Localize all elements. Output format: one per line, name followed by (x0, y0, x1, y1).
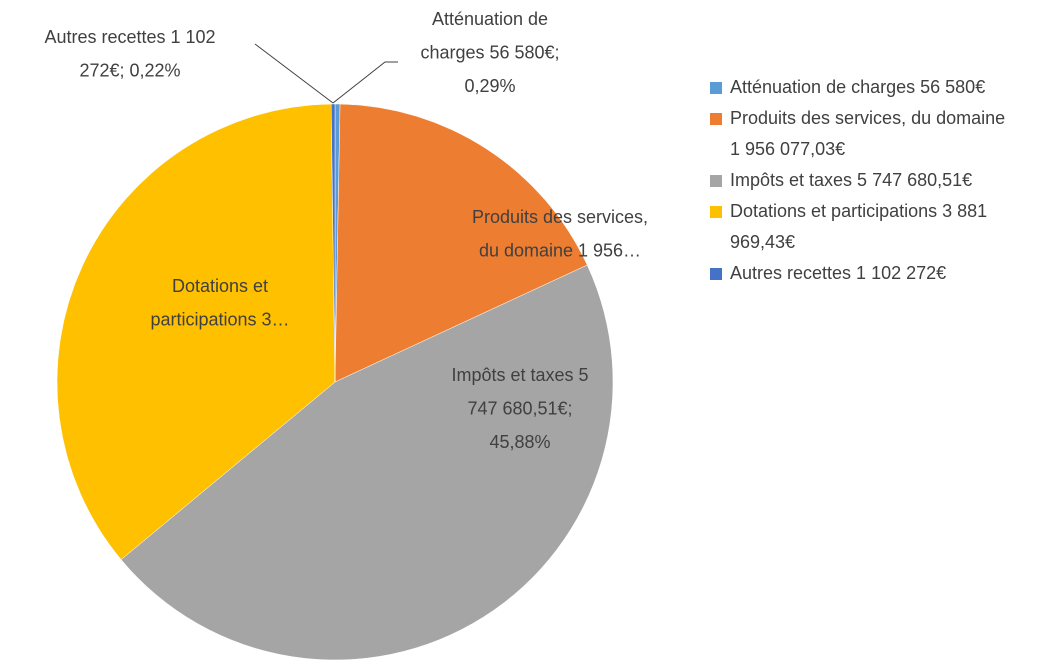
data-label: du domaine 1 956… (479, 240, 641, 260)
pie-slice (334, 103, 588, 383)
legend-swatch (710, 206, 722, 218)
legend-entry: Impôts et taxes 5 747 680,51€ (710, 165, 1020, 196)
leader-line (332, 61, 398, 104)
data-label: Dotations et (172, 276, 268, 296)
legend-entry: Autres recettes 1 102 272€ (710, 258, 1020, 289)
pie-slice (120, 264, 614, 661)
data-label: Atténuation de (432, 9, 548, 29)
data-label: participations 3… (150, 309, 289, 329)
legend-entry: Produits des services, du domaine 1 956 … (710, 103, 1020, 165)
pie-slice (56, 103, 336, 560)
data-label: 45,88% (489, 432, 550, 452)
data-label: 0,29% (464, 76, 515, 96)
data-label: Impôts et taxes 5 (451, 365, 588, 385)
legend-swatch (710, 175, 722, 187)
legend-entry: Atténuation de charges 56 580€ (710, 72, 1020, 103)
data-label: 272€; 0,22% (79, 60, 180, 80)
legend-label: Autres recettes 1 102 272€ (730, 263, 947, 283)
legend-label: Produits des services, du domaine 1 956 … (730, 108, 1006, 159)
legend-entry: Dotations et participations 3 881 969,43… (710, 196, 1020, 258)
leader-line (254, 43, 334, 104)
data-label: charges 56 580€; (420, 42, 559, 62)
pie-slice (330, 103, 336, 383)
legend-swatch (710, 268, 722, 280)
legend-label: Impôts et taxes 5 747 680,51€ (730, 170, 973, 190)
data-label: Produits des services, (472, 207, 648, 227)
legend-swatch (710, 82, 722, 94)
legend-label: Dotations et participations 3 881 969,43… (730, 201, 988, 252)
legend-swatch (710, 113, 722, 125)
legend: Atténuation de charges 56 580€ Produits d… (710, 72, 1020, 289)
data-label: 747 680,51€; (467, 398, 572, 418)
data-label: Autres recettes 1 102 (44, 27, 215, 47)
legend-label: Atténuation de charges 56 580€ (730, 77, 986, 97)
